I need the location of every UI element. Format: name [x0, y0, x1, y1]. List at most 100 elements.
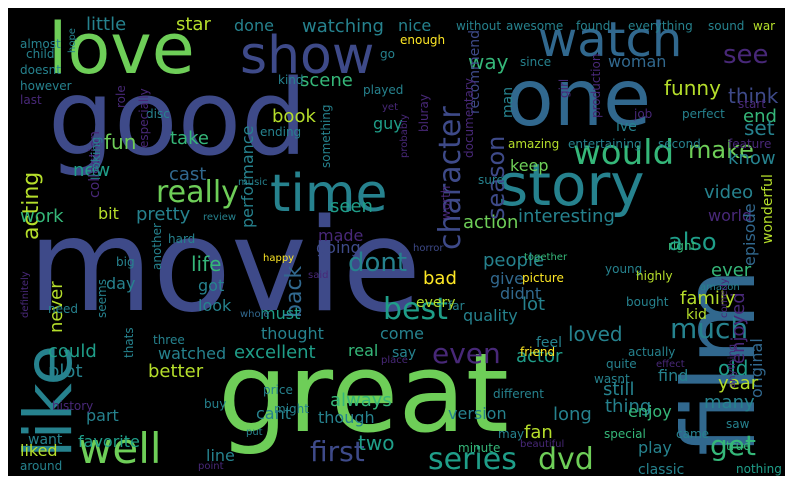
- cloud-word: anything: [727, 343, 738, 388]
- cloud-word: girl: [557, 78, 571, 98]
- cloud-word: might: [274, 402, 309, 416]
- cloud-word: minute: [458, 441, 501, 455]
- cloud-word: guy: [373, 114, 403, 133]
- cloud-word: liked: [20, 441, 58, 460]
- cloud-word: far: [448, 299, 465, 313]
- cloud-word: best: [383, 292, 448, 327]
- cloud-word: true: [726, 439, 751, 453]
- cloud-word: however: [20, 79, 72, 93]
- cloud-word: much: [670, 312, 749, 345]
- cloud-word: music: [238, 177, 268, 188]
- cloud-word: bought: [626, 295, 669, 309]
- cloud-word: know: [728, 148, 776, 169]
- cloud-word: watching: [302, 16, 384, 37]
- cloud-word: put: [246, 427, 263, 438]
- cloud-word: version: [448, 404, 507, 423]
- cloud-word: real: [348, 341, 379, 360]
- cloud-word: special: [604, 427, 646, 441]
- cloud-word: video: [704, 182, 754, 203]
- cloud-word: quality: [463, 306, 518, 325]
- cloud-word: saw: [726, 417, 750, 431]
- cloud-word: around: [20, 459, 63, 473]
- cloud-word: production: [589, 53, 603, 118]
- cloud-word: ever: [711, 260, 752, 281]
- cloud-word: better: [148, 361, 204, 382]
- cloud-word: history: [52, 399, 94, 413]
- cloud-word: right: [668, 239, 697, 253]
- cloud-word: may: [498, 427, 525, 441]
- cloud-word: almost: [20, 37, 61, 51]
- cloud-word: start: [738, 97, 766, 111]
- cloud-word: beautiful: [520, 439, 565, 450]
- cloud-word: year: [718, 373, 759, 394]
- cloud-word: said: [308, 270, 329, 281]
- cloud-word: find: [658, 366, 689, 385]
- cloud-word: looking: [89, 136, 103, 180]
- cloud-word: family: [680, 288, 736, 309]
- cloud-word: could: [48, 341, 97, 362]
- cloud-word: since: [520, 55, 552, 69]
- cloud-word: two: [358, 431, 395, 455]
- cloud-word: first: [310, 435, 365, 468]
- cloud-word: say: [392, 345, 417, 361]
- cloud-word: bit: [98, 204, 119, 223]
- cloud-word: comedy: [719, 278, 730, 318]
- cloud-word: different: [493, 387, 544, 401]
- cloud-word: plot: [48, 361, 83, 382]
- cloud-word: man: [500, 86, 516, 118]
- cloud-word: sure: [478, 173, 504, 187]
- cloud-word: long: [553, 404, 592, 425]
- cloud-word: day: [106, 274, 136, 293]
- cloud-word: series: [428, 442, 517, 476]
- word-cloud: movie good great one love film like story show wa…: [8, 8, 785, 476]
- cloud-word: without: [456, 19, 502, 33]
- cloud-word: actually: [628, 345, 676, 359]
- cloud-word: would: [573, 133, 675, 173]
- cloud-word: action: [463, 212, 519, 233]
- cloud-word: something: [319, 104, 333, 168]
- cloud-word: make: [688, 136, 754, 164]
- cloud-word: quite: [606, 357, 637, 371]
- cloud-word: another: [150, 223, 164, 270]
- cloud-word: doesnt: [20, 63, 61, 77]
- cloud-word: done: [234, 16, 274, 35]
- cloud-word: play: [638, 438, 672, 457]
- cloud-word: come: [380, 324, 425, 343]
- cloud-word: dont: [348, 248, 408, 278]
- cloud-word: thing: [605, 396, 652, 417]
- cloud-word: bluray: [417, 94, 431, 132]
- cloud-word: nice: [398, 16, 432, 35]
- cloud-word: came: [676, 427, 710, 441]
- cloud-word: child: [26, 47, 55, 61]
- cloud-word: dvd: [538, 442, 594, 476]
- cloud-word: funny: [664, 76, 721, 100]
- cloud-word: wonderful: [760, 174, 776, 244]
- cloud-word: nothing: [736, 462, 782, 476]
- cloud-word: little: [86, 14, 127, 35]
- cloud-word: awesome: [506, 19, 564, 33]
- cloud-word: get: [710, 429, 756, 462]
- cloud-word: excellent: [234, 342, 316, 363]
- cloud-word: entertaining: [568, 137, 642, 151]
- cloud-word: fun: [104, 130, 137, 154]
- cloud-word: young: [605, 262, 643, 276]
- cloud-word: take: [170, 128, 209, 149]
- cloud-word: cast: [169, 164, 207, 185]
- cloud-word: worth: [439, 185, 453, 220]
- cloud-word: picture: [522, 271, 564, 285]
- cloud-word: kind: [278, 73, 304, 87]
- cloud-word: actor: [516, 346, 563, 367]
- cloud-word: end: [743, 106, 777, 127]
- cloud-word: amazon: [700, 282, 740, 293]
- cloud-word: thats: [122, 327, 136, 358]
- cloud-word: seen: [330, 196, 373, 217]
- cloud-word: every: [416, 295, 456, 311]
- cloud-word: watch: [538, 12, 683, 68]
- cloud-word: line: [206, 446, 235, 465]
- cloud-word: want: [28, 432, 63, 448]
- cloud-word: lot: [522, 294, 546, 315]
- cloud-word: part: [86, 406, 119, 425]
- cloud-word: job: [634, 107, 653, 121]
- cloud-word: whole: [240, 309, 270, 320]
- cloud-word: star: [176, 14, 211, 35]
